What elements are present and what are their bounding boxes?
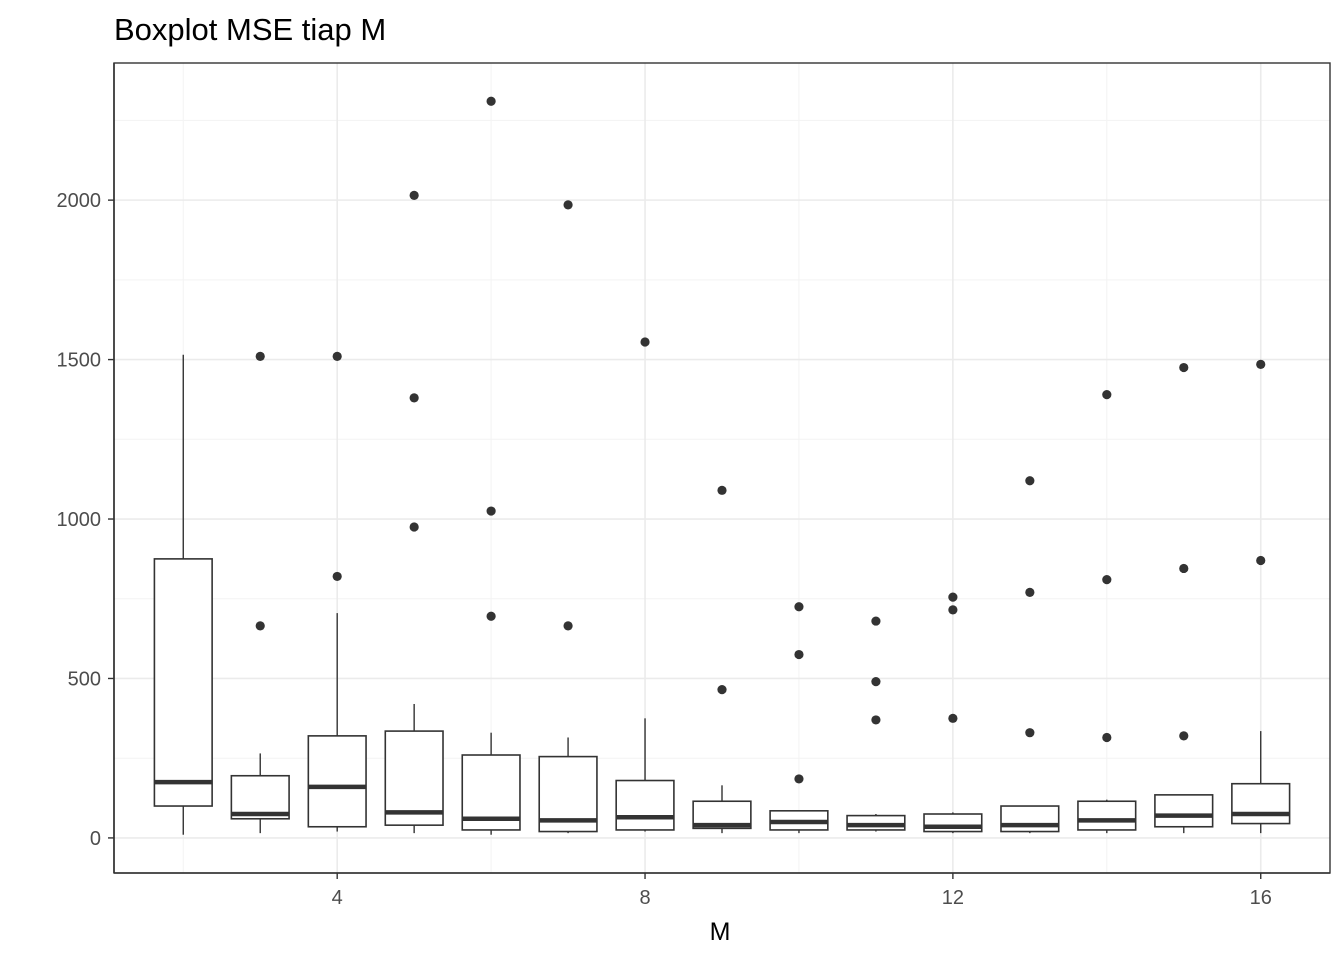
grid-lines bbox=[114, 63, 1330, 873]
y-tick-label: 2000 bbox=[57, 190, 102, 212]
outlier-point bbox=[486, 96, 496, 106]
panel-border bbox=[113, 62, 1331, 874]
outlier-point bbox=[717, 485, 727, 495]
outlier-point bbox=[1102, 575, 1112, 585]
outlier-point bbox=[1179, 563, 1189, 574]
outlier-point bbox=[794, 602, 804, 612]
y-tick-label: 1500 bbox=[57, 350, 102, 372]
outlier-point bbox=[332, 571, 342, 582]
outlier-point bbox=[871, 616, 881, 626]
y-tick-label: 1000 bbox=[57, 509, 102, 531]
plot-marks bbox=[153, 96, 1291, 835]
x-tick-label: 8 bbox=[639, 887, 650, 909]
outlier-point bbox=[409, 393, 419, 403]
box-m-4 bbox=[307, 735, 367, 828]
chart-title: Boxplot MSE tiap M bbox=[114, 12, 386, 47]
outlier-point bbox=[948, 592, 958, 602]
y-tick-label: 0 bbox=[90, 828, 101, 850]
outlier-point bbox=[640, 337, 650, 347]
x-tick-label: 4 bbox=[332, 887, 343, 909]
outlier-point bbox=[486, 506, 496, 516]
outlier-point bbox=[1256, 555, 1266, 566]
outlier-point bbox=[563, 200, 573, 210]
box-m-3 bbox=[230, 774, 290, 820]
box-m-15 bbox=[1154, 794, 1214, 828]
x-tick-label: 16 bbox=[1250, 887, 1272, 909]
outlier-point bbox=[255, 351, 265, 361]
outlier-point bbox=[948, 713, 958, 723]
box-m-2 bbox=[153, 558, 213, 807]
x-axis-title: M bbox=[710, 918, 731, 946]
x-tick-label: 12 bbox=[942, 887, 964, 909]
outlier-point bbox=[409, 190, 419, 200]
outlier-point bbox=[794, 774, 804, 784]
box-m-5 bbox=[384, 730, 444, 826]
outlier-point bbox=[1102, 390, 1112, 400]
outlier-point bbox=[255, 621, 265, 631]
box-m-8 bbox=[615, 779, 675, 831]
outlier-point bbox=[486, 611, 496, 621]
outlier-point bbox=[1102, 732, 1112, 743]
box-m-16 bbox=[1231, 782, 1291, 825]
outlier-point bbox=[1025, 587, 1035, 597]
outlier-point bbox=[409, 522, 419, 532]
box-m-11 bbox=[846, 814, 906, 831]
outlier-point bbox=[871, 715, 881, 725]
outlier-point bbox=[563, 621, 573, 631]
outlier-point bbox=[948, 605, 958, 615]
outlier-point bbox=[1179, 362, 1189, 373]
axes: 4 8 12 16 0 500 1000 1500 2000 bbox=[57, 63, 1330, 909]
outlier-point bbox=[794, 649, 804, 660]
outlier-point bbox=[717, 685, 727, 695]
box-m-13 bbox=[1000, 805, 1060, 833]
outlier-point bbox=[1025, 476, 1035, 486]
outlier-point bbox=[1256, 359, 1266, 369]
outlier-point bbox=[1025, 728, 1035, 738]
box-m-14 bbox=[1077, 800, 1137, 831]
outlier-point bbox=[1179, 731, 1189, 741]
outlier-point bbox=[871, 677, 881, 687]
y-tick-label: 500 bbox=[68, 668, 101, 690]
outlier-point bbox=[332, 351, 342, 361]
